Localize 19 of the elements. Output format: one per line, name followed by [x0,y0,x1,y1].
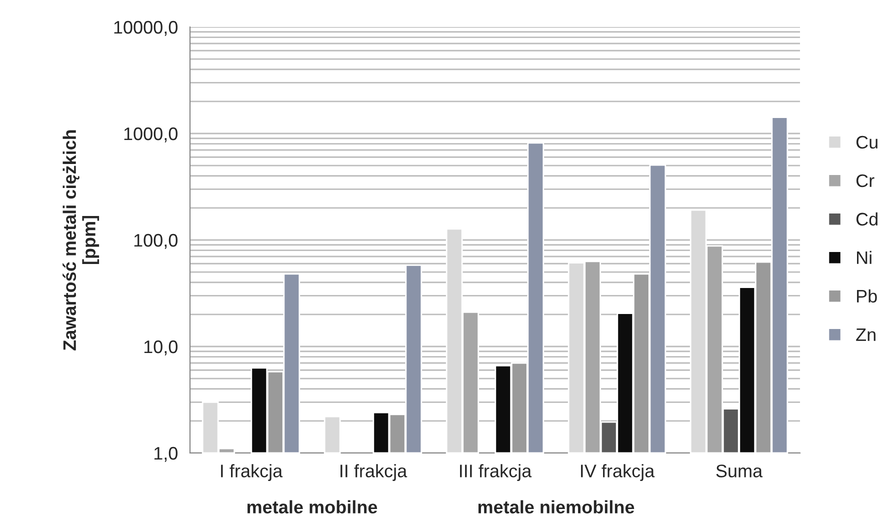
legend-label: Cd [856,212,878,226]
x-tick-label: I frakcja [221,464,283,481]
y-tick-label: 10,0 [144,340,178,356]
y-tick-label: 1,0 [154,446,178,462]
text: metale niemobilne [478,500,634,514]
y-axis-title: Zawartość metali ciężkich [ppm] [62,130,100,350]
legend-label: Cr [856,174,874,188]
x-tick-label: Suma [716,464,763,478]
y-tick-label: 1000,0 [124,127,178,142]
x-tick-label: IV frakcja [581,464,655,481]
legend-label: Cu [856,136,878,149]
text: metale mobilne [247,500,378,514]
legend-label: Pb [857,289,877,303]
legend-label: Zn [856,328,876,341]
legend-label: Ni [857,250,872,264]
x-tick-label: II frakcja [340,464,408,481]
x-tick-label: III frakcja [460,464,532,481]
y-tick-label: 100,0 [134,234,178,249]
y-tick-label: 10000,0 [114,20,178,36]
